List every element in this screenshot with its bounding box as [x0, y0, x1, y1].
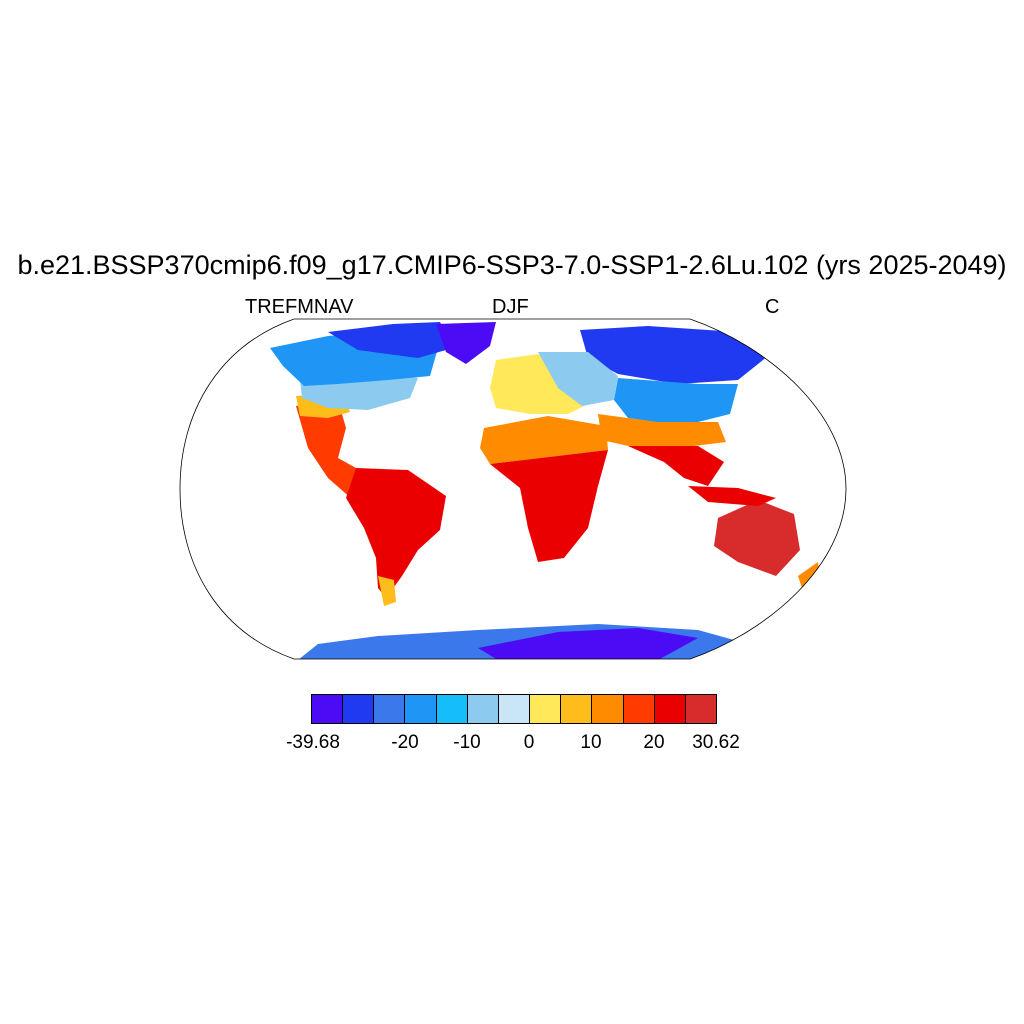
new-zealand: [798, 562, 820, 588]
colorbar: [311, 694, 717, 724]
east-asia: [614, 378, 738, 426]
australia: [714, 500, 800, 576]
variable-label: TREFMNAV: [245, 296, 354, 318]
colorbar-swatch: [467, 695, 499, 723]
colorbar-tick-label: 30.62: [692, 732, 740, 753]
colorbar-swatch: [654, 695, 686, 723]
africa: [490, 450, 608, 562]
colorbar-swatch: [592, 695, 624, 723]
south-asia: [598, 414, 726, 448]
colorbar-swatch: [498, 695, 531, 723]
indonesia: [688, 486, 776, 506]
colorbar-swatch: [623, 695, 655, 723]
colorbar-swatch: [530, 695, 562, 723]
colorbar-swatch: [374, 695, 406, 723]
map-boundary: [179, 318, 847, 660]
arctic-canada: [328, 322, 453, 358]
colorbar-swatch: [405, 695, 437, 723]
colorbar-tick-label: 0: [523, 732, 535, 753]
season-label: DJF: [492, 296, 529, 318]
units-label: C: [765, 296, 780, 318]
colorbar-tick-label: -10: [453, 732, 481, 753]
siberia: [580, 326, 768, 384]
colorbar-swatch: [436, 695, 468, 723]
south-america: [346, 468, 446, 598]
colorbar-swatch: [685, 695, 717, 723]
colorbar-swatch: [312, 695, 344, 723]
figure-title: b.e21.BSSP370cmip6.f09_g17.CMIP6-SSP3-7.…: [17, 250, 1007, 280]
colorbar-tick-label: -20: [391, 732, 419, 753]
central-asia: [538, 352, 618, 406]
colorbar-swatch: [561, 695, 593, 723]
colorbar-tick-label: -39.68: [286, 732, 340, 753]
south-asia-tropics: [628, 446, 724, 486]
world-map: [179, 318, 847, 660]
antarctica-interior: [478, 628, 698, 659]
greenland: [436, 322, 496, 364]
north-america-warm: [296, 400, 368, 500]
colorbar-swatch: [343, 695, 375, 723]
south-america-south: [378, 576, 396, 606]
colorbar-tick-label: 10: [580, 732, 602, 753]
africa-north: [480, 416, 608, 464]
colorbar-tick-label: 20: [643, 732, 665, 753]
